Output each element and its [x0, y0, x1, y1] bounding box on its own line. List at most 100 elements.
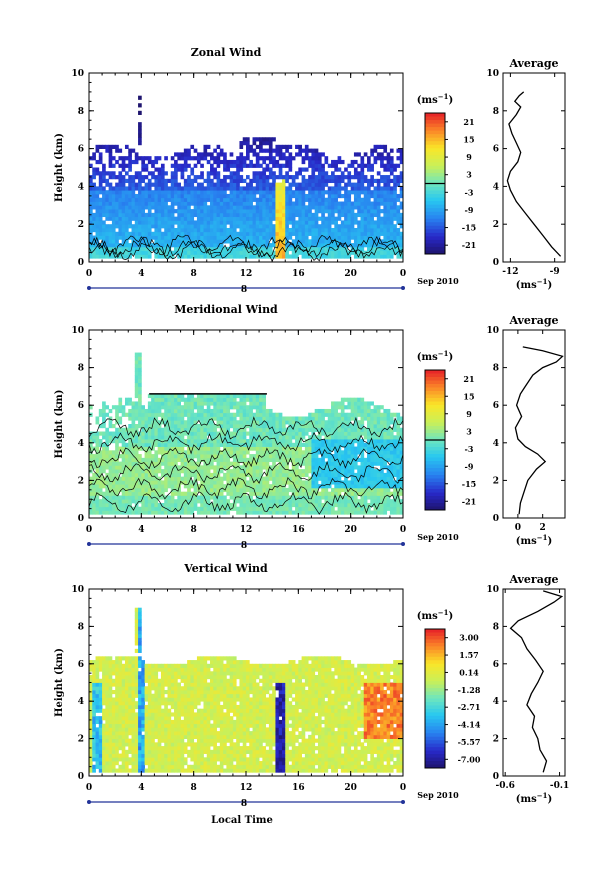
- heatmap-cell: [389, 231, 394, 236]
- heatmap-cell: [236, 435, 240, 440]
- heatmap-cell: [147, 190, 152, 195]
- heatmap-cell: [144, 446, 149, 451]
- heatmap-cell: [144, 454, 149, 459]
- heatmap-cell: [301, 431, 306, 436]
- heatmap-cell: [314, 439, 319, 444]
- heatmap-cell: [278, 186, 283, 191]
- heatmap-cell: [285, 216, 289, 221]
- heatmap-cell: [115, 412, 119, 417]
- heatmap-cell: [144, 480, 149, 485]
- heatmap-cell: [213, 182, 217, 187]
- heatmap-cell: [291, 495, 296, 500]
- heatmap-cell: [108, 480, 113, 485]
- heatmap-cell: [249, 461, 253, 466]
- heatmap-cell: [324, 220, 329, 225]
- heatmap-cell: [331, 216, 335, 221]
- heatmap-cell: [275, 205, 280, 210]
- heatmap-cell: [347, 435, 352, 440]
- heatmap-cell: [281, 182, 286, 187]
- heatmap-cell: [196, 193, 201, 199]
- heatmap-cell: [219, 243, 224, 248]
- heatmap-cell: [229, 159, 234, 165]
- heatmap-cell: [128, 224, 132, 229]
- heatmap-cell: [278, 224, 283, 229]
- heatmap-cell: [278, 510, 283, 515]
- heatmap-cell: [249, 220, 253, 225]
- heatmap-cell: [360, 476, 365, 481]
- heatmap-cell: [360, 427, 365, 432]
- heatmap-cell: [321, 510, 325, 515]
- heatmap-cell: [223, 224, 227, 229]
- heatmap-cell: [124, 227, 129, 233]
- heatmap-cell: [246, 182, 250, 187]
- heatmap-cell: [324, 446, 329, 451]
- heatmap-cell: [183, 246, 188, 252]
- heatmap-cell: [118, 209, 123, 214]
- heatmap-cell: [373, 235, 378, 240]
- heatmap-cell: [236, 499, 240, 504]
- heatmap-cell: [118, 156, 123, 161]
- heatmap-cell: [298, 424, 302, 429]
- heatmap-cell: [239, 193, 244, 199]
- heatmap-cell: [353, 235, 358, 240]
- heatmap-cell: [340, 397, 345, 402]
- heatmap-cell: [370, 239, 374, 244]
- heatmap-cell: [252, 175, 257, 180]
- heatmap-cell: [268, 457, 273, 462]
- heatmap-cell: [216, 405, 221, 410]
- heatmap-cell: [226, 435, 231, 440]
- heatmap-cell: [229, 484, 234, 489]
- heatmap-cell: [239, 227, 244, 233]
- heatmap-cell: [298, 212, 302, 218]
- heatmap-cell: [193, 454, 198, 459]
- heatmap-cell: [324, 476, 329, 481]
- heatmap-cell: [324, 472, 329, 478]
- heatmap-cell: [353, 491, 358, 496]
- heatmap-cell: [350, 427, 355, 432]
- heatmap-cell: [170, 408, 175, 414]
- heatmap-cell: [164, 216, 168, 221]
- heatmap-cell: [144, 220, 149, 225]
- heatmap-cell: [334, 227, 338, 233]
- colorbar-segment: [425, 222, 445, 227]
- heatmap-cell: [121, 216, 126, 221]
- heatmap-cell: [216, 412, 221, 417]
- heatmap-cell: [291, 193, 296, 199]
- heatmap-cell: [376, 186, 381, 191]
- heatmap-cell: [92, 227, 96, 233]
- heatmap-cell: [298, 216, 302, 221]
- heatmap-cell: [223, 495, 227, 500]
- heatmap-cell: [337, 246, 342, 252]
- heatmap-cell: [252, 137, 257, 142]
- heatmap-cell: [180, 197, 185, 202]
- heatmap-cell: [249, 254, 253, 259]
- heatmap-cell: [278, 201, 283, 206]
- heatmap-cell: [298, 427, 302, 432]
- heatmap-cell: [288, 205, 293, 210]
- heatmap-cell: [219, 476, 224, 481]
- heatmap-cell: [301, 246, 306, 252]
- heatmap-cell: [259, 186, 263, 191]
- heatmap-cell: [265, 450, 270, 455]
- heatmap-cell: [389, 201, 394, 206]
- heatmap-cell: [357, 469, 361, 474]
- heatmap-cell: [363, 408, 368, 414]
- heatmap-cell: [353, 454, 358, 459]
- heatmap-cell: [190, 461, 195, 466]
- heatmap-cell: [255, 182, 260, 187]
- heatmap-cell: [138, 220, 142, 225]
- heatmap-cell: [226, 480, 231, 485]
- heatmap-cell: [347, 457, 352, 462]
- heatmap-cell: [226, 472, 231, 478]
- heatmap-cell: [291, 190, 296, 195]
- heatmap-cell: [131, 175, 136, 180]
- heatmap-cell: [275, 431, 280, 436]
- heatmap-cell: [121, 186, 126, 191]
- heatmap-cell: [242, 239, 247, 244]
- heatmap-cell: [180, 205, 185, 210]
- heatmap-cell: [344, 239, 348, 244]
- heatmap-cell: [259, 156, 263, 161]
- heatmap-cell: [134, 250, 139, 255]
- heatmap-cell: [347, 446, 352, 451]
- heatmap-cell: [134, 239, 139, 244]
